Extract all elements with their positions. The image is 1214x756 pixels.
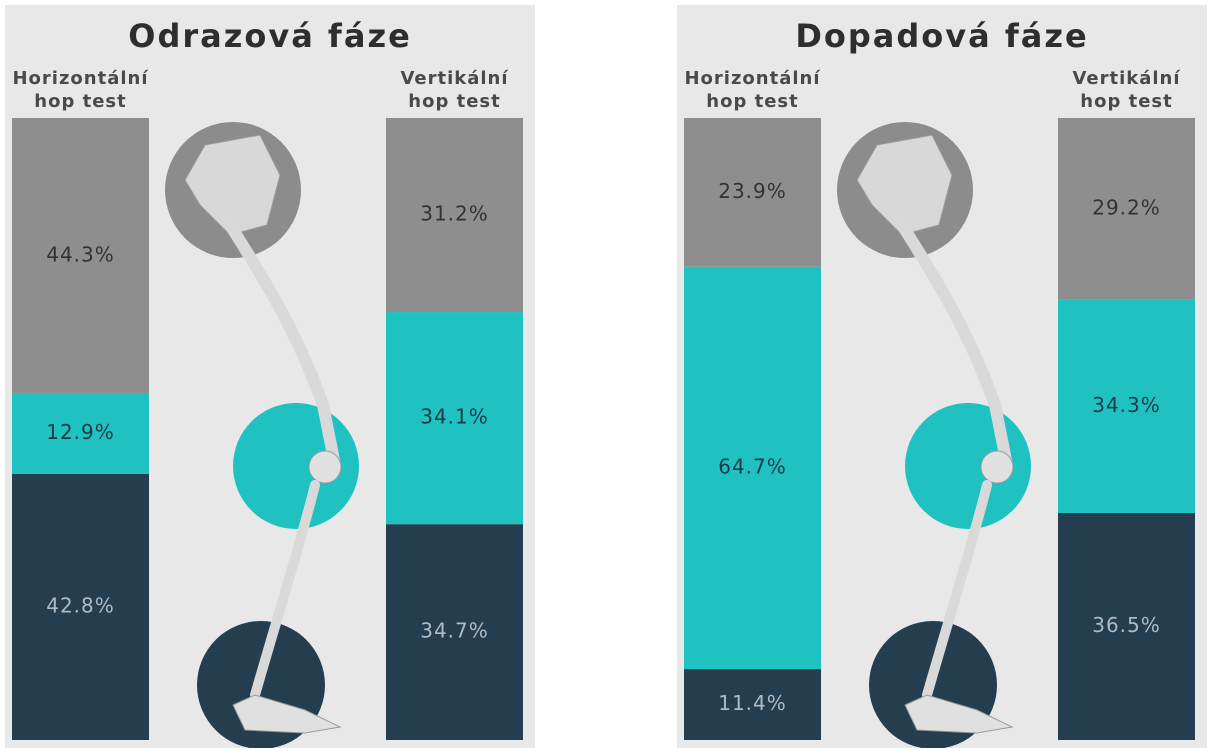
value-label: 44.3% bbox=[46, 242, 115, 266]
bar-segment bbox=[12, 393, 149, 474]
bar-segment bbox=[1058, 299, 1195, 513]
panel: 42.8% 12.9% 44.3% 34.7% 34.1% 31.2% Odrazová f… bbox=[5, 5, 535, 748]
category-label: Horizontální hop test bbox=[684, 68, 821, 112]
pelvis bbox=[184, 134, 281, 236]
tibia bbox=[250, 480, 320, 700]
value-label: 12.9% bbox=[46, 420, 115, 444]
kneecap bbox=[308, 450, 342, 484]
value-label: 42.8% bbox=[46, 593, 115, 617]
pelvis bbox=[856, 134, 953, 236]
panel-graphic: 11.4% 64.7% 23.9% 36.5% 34.3% 29.2% bbox=[684, 118, 1195, 748]
bar-segment bbox=[386, 312, 523, 525]
tibia bbox=[922, 480, 992, 700]
category-label: Vertikální hop test bbox=[1072, 68, 1181, 112]
bar-segment bbox=[684, 266, 821, 670]
kneecap bbox=[980, 450, 1014, 484]
bar-segment bbox=[386, 524, 523, 740]
panel: 11.4% 64.7% 23.9% 36.5% 34.3% 29.2% Dopadová f… bbox=[677, 5, 1207, 748]
bar-segment bbox=[684, 669, 821, 740]
value-label: 34.7% bbox=[420, 619, 489, 643]
bar-segment bbox=[386, 118, 523, 313]
value-label: 34.1% bbox=[420, 405, 489, 429]
bar-segment bbox=[684, 118, 821, 267]
bar-segment bbox=[1058, 118, 1195, 300]
femur bbox=[221, 214, 341, 471]
bar-segment bbox=[12, 473, 149, 740]
foot bbox=[232, 694, 342, 734]
value-label: 23.9% bbox=[718, 179, 787, 203]
femur bbox=[893, 214, 1013, 471]
value-label: 29.2% bbox=[1092, 195, 1161, 219]
panel-graphic: 42.8% 12.9% 44.3% 34.7% 34.1% 31.2% bbox=[12, 118, 523, 748]
category-label: Horizontální hop test bbox=[12, 68, 149, 112]
value-label: 11.4% bbox=[718, 691, 787, 715]
value-label: 34.3% bbox=[1092, 393, 1161, 417]
value-label: 64.7% bbox=[718, 454, 787, 478]
value-label: 36.5% bbox=[1092, 613, 1161, 637]
foot bbox=[904, 694, 1014, 734]
chart-title: Dopadová fáze bbox=[795, 17, 1089, 55]
chart-title: Odrazová fáze bbox=[128, 17, 412, 55]
category-label: Vertikální hop test bbox=[400, 68, 509, 112]
bar-segment bbox=[12, 118, 149, 394]
bar-segment bbox=[1058, 512, 1195, 740]
value-label: 31.2% bbox=[420, 202, 489, 226]
